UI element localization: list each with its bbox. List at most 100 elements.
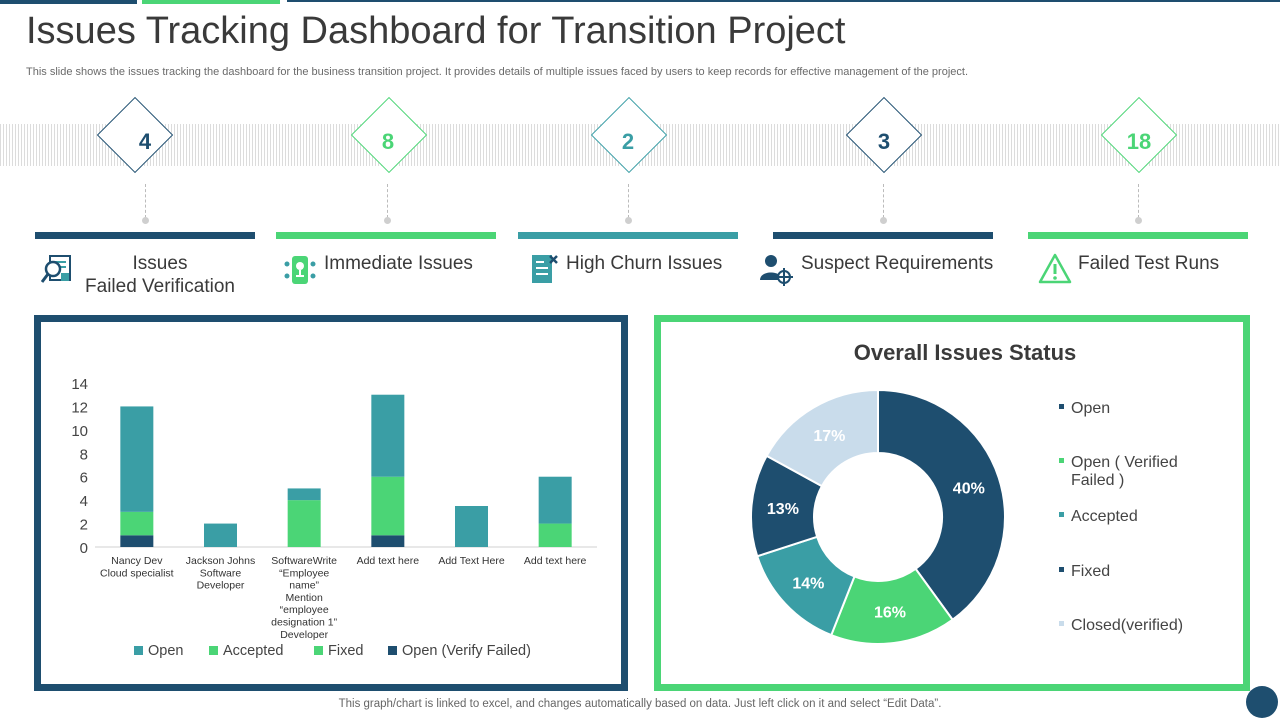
y-tick-label: 0 bbox=[80, 540, 88, 557]
kpi-dot bbox=[625, 217, 632, 224]
legend-marker bbox=[1059, 567, 1064, 572]
kpi-bar bbox=[1028, 232, 1248, 239]
legend-label: Failed ) bbox=[1071, 472, 1124, 489]
legend-label: Fixed bbox=[328, 643, 363, 659]
kpi-card-suspect-requirements: 3 Suspect Requirements bbox=[760, 96, 995, 304]
legend-label: Closed(verified) bbox=[1071, 617, 1183, 634]
legend-swatch bbox=[388, 646, 397, 655]
kpi-card-high-churn: 2 High Churn Issues bbox=[518, 96, 740, 304]
y-tick-label: 8 bbox=[80, 446, 88, 463]
legend-marker bbox=[1059, 458, 1064, 463]
y-tick-label: 10 bbox=[71, 423, 88, 440]
x-category-label: Jackson Johns bbox=[186, 555, 255, 567]
kpi-label-line-2: Failed Verification bbox=[85, 276, 235, 297]
legend-label: Accepted bbox=[223, 643, 283, 659]
x-category-label: Nancy Dev bbox=[111, 555, 163, 567]
y-tick-label: 6 bbox=[80, 470, 88, 487]
legend-label: Open bbox=[1071, 400, 1110, 417]
kpi-bar bbox=[773, 232, 993, 239]
donut-slice bbox=[877, 388, 1006, 622]
top-accent-bar-green bbox=[142, 0, 280, 4]
kpi-card-failed-verification: 4 Issues Failed Verification bbox=[35, 96, 257, 304]
y-tick-label: 4 bbox=[80, 493, 88, 510]
kpi-value: 8 bbox=[381, 129, 395, 154]
legend-label: Open ( Verified bbox=[1071, 454, 1178, 471]
x-category-label: Add text here bbox=[524, 555, 587, 567]
checklist-icon bbox=[532, 255, 558, 283]
y-tick-label: 14 bbox=[71, 376, 88, 393]
kpi-connector bbox=[145, 184, 146, 218]
page-title: Issues Tracking Dashboard for Transition… bbox=[26, 10, 846, 52]
kpi-bar bbox=[35, 232, 255, 239]
donut-chart: Overall Issues Status 40% 16% 14% 13% 17% Open… bbox=[750, 340, 1183, 645]
kpi-connector bbox=[387, 184, 388, 218]
bar-segment bbox=[538, 476, 572, 524]
kpi-card-failed-test-runs: 18 Failed Test Runs bbox=[1028, 96, 1250, 304]
kpi-connector bbox=[883, 184, 884, 218]
kpi-value: 18 bbox=[1126, 129, 1152, 154]
y-tick-label: 12 bbox=[71, 399, 88, 416]
x-category-label: Developer bbox=[280, 629, 328, 641]
donut-slice bbox=[765, 388, 879, 488]
user-target-icon bbox=[760, 255, 793, 286]
kpi-dot bbox=[384, 217, 391, 224]
kpi-label: Suspect Requirements bbox=[801, 253, 994, 274]
kpi-label-line-1: Issues bbox=[132, 253, 188, 274]
x-category-label: Cloud specialist bbox=[100, 567, 174, 579]
x-category-label: “employee bbox=[280, 604, 329, 616]
kpi-card-immediate-issues: 8 Immediate Issues bbox=[276, 96, 498, 304]
bar-chart-panel bbox=[34, 315, 628, 691]
donut-value-label: 14% bbox=[792, 575, 824, 592]
kpi-label: Failed Test Runs bbox=[1078, 253, 1220, 274]
legend-marker bbox=[1059, 621, 1064, 626]
legend-label: Open bbox=[148, 643, 183, 659]
donut-value-label: 40% bbox=[953, 480, 985, 497]
legend-label: Fixed bbox=[1071, 563, 1110, 580]
page-subtitle: This slide shows the issues tracking the… bbox=[26, 66, 969, 78]
kpi-dot bbox=[1135, 217, 1142, 224]
legend-marker bbox=[1059, 512, 1064, 517]
donut-value-label: 17% bbox=[813, 428, 845, 445]
x-category-label: SoftwareWrite bbox=[271, 555, 337, 567]
bar-segment bbox=[120, 511, 154, 536]
legend-swatch bbox=[209, 646, 218, 655]
legend-swatch bbox=[314, 646, 323, 655]
phone-network-icon bbox=[284, 256, 316, 284]
bar-segment bbox=[371, 394, 405, 477]
x-category-label: Add text here bbox=[357, 555, 420, 567]
x-category-label: Developer bbox=[197, 580, 245, 592]
bar-segment bbox=[120, 535, 154, 547]
x-category-label: “Employee bbox=[279, 567, 329, 579]
kpi-value: 2 bbox=[621, 129, 635, 154]
top-accent-bar-gray bbox=[287, 0, 1280, 2]
legend-swatch bbox=[134, 646, 143, 655]
legend-label: Open (Verify Failed) bbox=[402, 643, 531, 659]
donut-value-label: 16% bbox=[874, 605, 906, 622]
kpi-value: 4 bbox=[138, 129, 152, 154]
kpi-bar bbox=[518, 232, 738, 239]
bar-segment bbox=[204, 523, 237, 547]
donut-value-label: 13% bbox=[767, 501, 799, 518]
kpi-label: High Churn Issues bbox=[566, 253, 723, 274]
bar-segment bbox=[371, 476, 405, 536]
bar-segment bbox=[455, 506, 488, 547]
kpi-label: Issues Failed Verification bbox=[65, 252, 255, 298]
y-tick-label: 2 bbox=[80, 517, 88, 534]
x-category-label: Mention bbox=[285, 592, 323, 604]
x-category-label: Software bbox=[200, 567, 242, 579]
bar-segment bbox=[371, 535, 405, 547]
corner-circle-decoration bbox=[1246, 686, 1278, 718]
donut-chart-panel bbox=[654, 315, 1250, 691]
donut-title: Overall Issues Status bbox=[854, 340, 1077, 365]
footer-note: This graph/chart is linked to excel, and… bbox=[338, 698, 942, 710]
x-category-label: Add Text Here bbox=[438, 555, 505, 567]
x-category-label: designation 1” bbox=[271, 617, 337, 629]
kpi-dot bbox=[142, 217, 149, 224]
bar-segment bbox=[287, 488, 321, 501]
kpi-value: 3 bbox=[877, 129, 891, 154]
bar-segment bbox=[120, 406, 154, 512]
kpi-bar bbox=[276, 232, 496, 239]
magnifier-document-icon bbox=[41, 255, 71, 283]
legend-marker bbox=[1059, 404, 1064, 409]
kpi-label: Immediate Issues bbox=[324, 253, 473, 274]
